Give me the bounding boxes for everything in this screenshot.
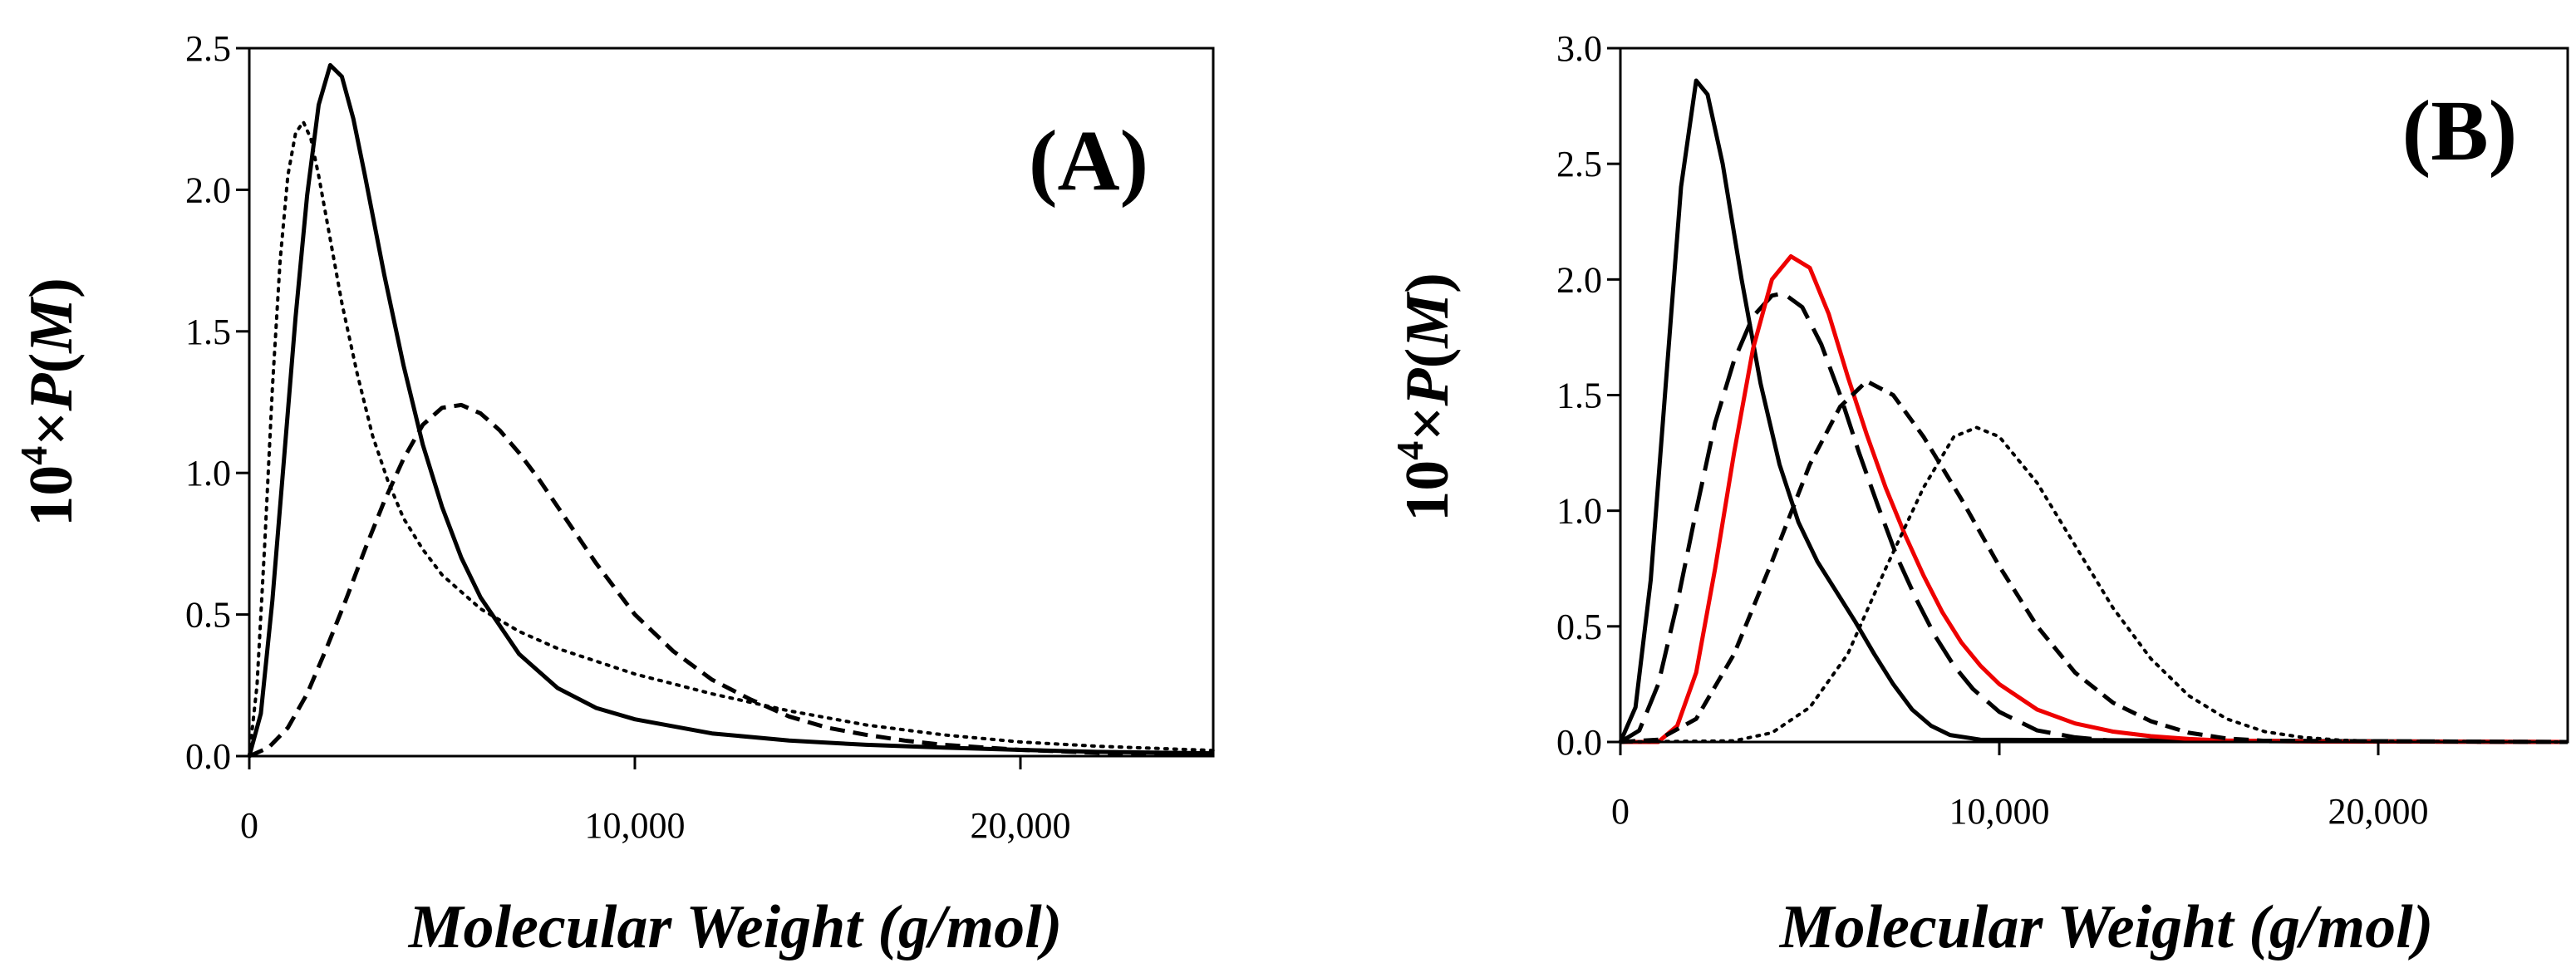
- x-tick-label: 10,000: [585, 805, 686, 846]
- y-axis-title-part: M: [1394, 292, 1462, 349]
- y-axis-title-part: P: [17, 373, 86, 412]
- y-axis-title: 104×P(M): [12, 278, 86, 527]
- series-line-2: [1619, 291, 2569, 744]
- y-tick-label: 1.5: [185, 312, 231, 352]
- y-tick-label: 0.5: [185, 595, 231, 636]
- panel-a: 0.0 0.5 1.0 1.5 2.0 2.5 0 10,000 20,000 Molecular…: [12, 28, 1215, 961]
- y-axis-title-part: ×: [1394, 406, 1462, 441]
- y-axis-title-part: 4: [12, 446, 55, 465]
- y-axis-title-part: (: [17, 353, 86, 374]
- y-axis-title-part: P: [1394, 368, 1462, 407]
- series-line-3: [1620, 254, 2569, 744]
- series-line-3: [248, 402, 1214, 759]
- y-axis-title-part: 10: [17, 465, 86, 527]
- panel-b: 0.0 0.5 1.0 1.5 2.0 2.5 3.0 0 10,000 20,000 Molecu…: [1389, 28, 2569, 961]
- y-tick-label: 2.0: [1556, 259, 1602, 300]
- y-tick-label: 0.0: [185, 736, 231, 777]
- x-axis-title: Molecular Weight (g/mol): [1779, 893, 2434, 961]
- y-tick-label: 2.0: [185, 170, 231, 210]
- y-axis-title-part: 10: [1394, 460, 1462, 522]
- y-tick-label: 0.5: [1556, 607, 1602, 647]
- x-tick-label: 10,000: [1949, 791, 2050, 832]
- plot-frame: [248, 47, 1215, 758]
- y-tick-label: 2.5: [1556, 144, 1602, 184]
- panel-label: (B): [2402, 83, 2518, 179]
- y-axis-title-part: M: [17, 297, 86, 354]
- y-tick-label: 1.5: [1556, 376, 1602, 416]
- x-tick-label: 20,000: [2328, 791, 2429, 832]
- y-tick-label: 0.0: [1556, 722, 1602, 763]
- x-tick-label: 0: [240, 805, 258, 846]
- x-tick-label: 20,000: [971, 805, 1071, 846]
- y-axis-title-part: 4: [1389, 441, 1431, 460]
- y-axis-title-part: (: [1394, 348, 1462, 369]
- x-tick-label: 0: [1611, 791, 1630, 832]
- y-tick-label: 3.0: [1556, 28, 1602, 69]
- y-axis-title-part: ): [17, 278, 86, 298]
- y-axis-title-part: ×: [17, 411, 86, 446]
- y-tick-label: 2.5: [185, 28, 231, 69]
- series-line-1: [1618, 78, 2569, 744]
- y-axis-title: 104×P(M): [1389, 273, 1462, 522]
- y-tick-label: 1.0: [1556, 491, 1602, 532]
- series-line-4: [1620, 379, 2569, 744]
- series-line-5: [1619, 425, 2569, 744]
- panel-label: (A): [1029, 113, 1148, 209]
- series-line-1: [247, 62, 1214, 757]
- y-tick-label: 1.0: [185, 453, 231, 494]
- y-axis-title-part: ): [1394, 273, 1462, 293]
- x-axis-title: Molecular Weight (g/mol): [408, 893, 1063, 961]
- series-line-2: [248, 120, 1215, 758]
